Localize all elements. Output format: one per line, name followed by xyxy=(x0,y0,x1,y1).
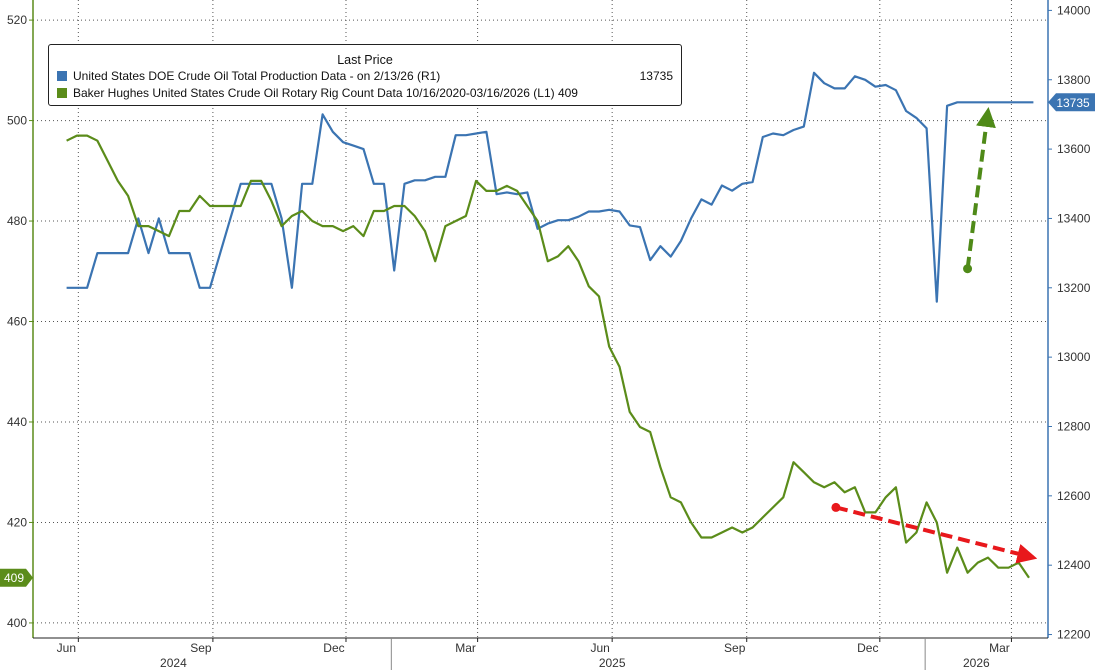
legend-value-production: 13735 xyxy=(639,69,673,83)
x-year-label: 2024 xyxy=(160,656,187,670)
right-tick-label: 13000 xyxy=(1057,350,1091,364)
legend-label-rig-count: Baker Hughes United States Crude Oil Rot… xyxy=(73,86,578,100)
right-tick-label: 12400 xyxy=(1057,558,1091,572)
left-last-value-tag xyxy=(0,568,33,587)
right-tick-label: 12200 xyxy=(1057,628,1091,642)
left-last-value-label: 409 xyxy=(4,571,24,585)
left-tick-label: 400 xyxy=(7,616,27,630)
green-arrow-start-dot xyxy=(963,264,973,274)
right-last-value-label: 13735 xyxy=(1056,96,1090,110)
legend: Last Price United States DOE Crude Oil T… xyxy=(48,44,682,106)
right-last-value-tag xyxy=(1048,93,1095,112)
right-tick-label: 13600 xyxy=(1057,142,1091,156)
x-year-label: 2025 xyxy=(599,656,626,670)
legend-row-production: United States DOE Crude Oil Total Produc… xyxy=(57,69,673,85)
left-tick-label: 420 xyxy=(7,515,27,529)
right-tick-label: 12600 xyxy=(1057,489,1091,503)
left-tick-label: 520 xyxy=(7,13,27,27)
left-tick-label: 440 xyxy=(7,415,27,429)
legend-label-production: United States DOE Crude Oil Total Produc… xyxy=(73,69,441,83)
legend-swatch-production xyxy=(57,71,67,81)
x-month-label: Sep xyxy=(190,641,212,655)
right-tick-label: 12800 xyxy=(1057,419,1091,433)
x-month-label: Dec xyxy=(857,641,878,655)
left-tick-label: 500 xyxy=(7,114,27,128)
annotations xyxy=(831,106,1038,564)
series-lines xyxy=(66,71,1034,579)
red-arrow-start-dot xyxy=(831,502,841,512)
right-tick-label: 13200 xyxy=(1057,281,1091,295)
legend-swatch-rig-count xyxy=(57,88,67,98)
x-month-label: Sep xyxy=(724,641,746,655)
left-tick-label: 460 xyxy=(7,315,27,329)
legend-row-rig-count: Baker Hughes United States Crude Oil Rot… xyxy=(57,86,673,102)
x-month-label: Jun xyxy=(57,641,76,655)
x-month-label: Jun xyxy=(590,641,609,655)
x-month-label: Dec xyxy=(323,641,344,655)
legend-title: Last Price xyxy=(337,53,393,67)
axes xyxy=(29,0,1052,670)
red-trend-arrow xyxy=(835,505,1038,564)
right-tick-label: 14000 xyxy=(1057,3,1091,17)
axis-labels: 400 420 440 460 480 500 520 12200 12400 12600 1280… xyxy=(0,3,1095,670)
x-year-label: 2026 xyxy=(963,656,990,670)
x-month-label: Mar xyxy=(989,641,1010,655)
right-tick-label: 13400 xyxy=(1057,211,1091,225)
left-tick-label: 480 xyxy=(7,214,27,228)
series-line-rig-count xyxy=(66,134,1030,579)
series-line-production xyxy=(66,71,1034,303)
x-month-label: Mar xyxy=(455,641,476,655)
green-trend-arrow xyxy=(965,106,996,269)
right-tick-label: 13800 xyxy=(1057,73,1091,87)
